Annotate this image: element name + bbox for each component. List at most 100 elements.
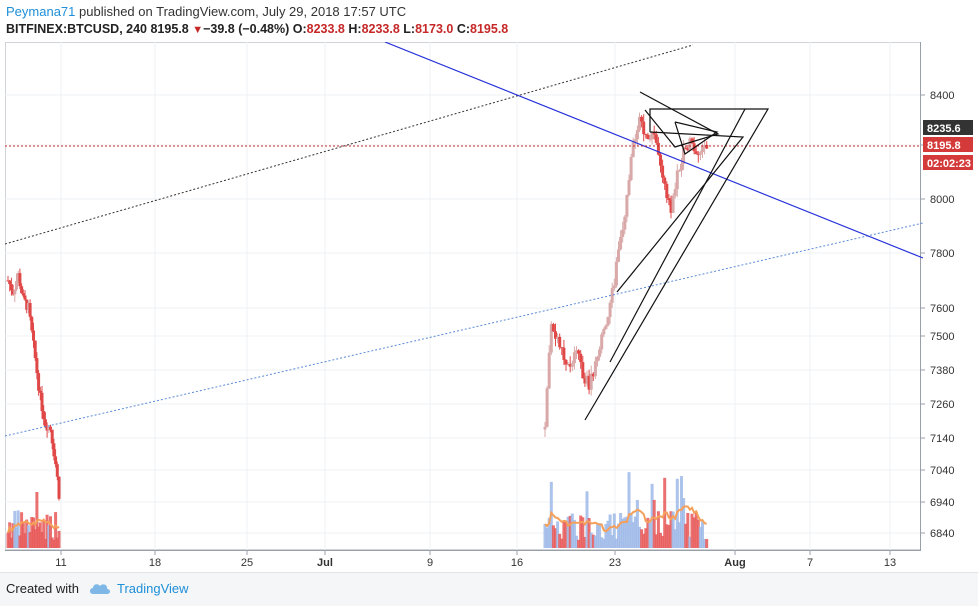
candle-body <box>9 284 13 291</box>
volume-bar <box>638 526 641 548</box>
volume-bar <box>9 537 13 548</box>
time-tick-label: 25 <box>241 557 253 569</box>
volume-bar <box>698 526 702 548</box>
volume-bar <box>49 516 52 548</box>
candle-body <box>705 145 709 149</box>
candle-body <box>591 373 595 377</box>
volume-bar <box>591 534 595 548</box>
candle-body <box>667 198 671 201</box>
candle-body <box>54 456 58 465</box>
price-tick-label: 7600 <box>930 303 954 315</box>
volume-bar <box>629 513 633 548</box>
volume-bar <box>669 511 673 548</box>
volume-bar <box>558 533 562 548</box>
candle-body <box>703 145 707 147</box>
volume-bar <box>654 534 658 548</box>
plot-area <box>5 42 921 550</box>
author-link[interactable]: Peymana71 <box>6 4 76 19</box>
price-label-box <box>923 137 973 152</box>
candle-body <box>627 180 631 195</box>
volume-bar <box>587 518 591 548</box>
candle-body <box>45 426 49 431</box>
candle-body <box>585 375 589 384</box>
volume-bar <box>579 515 583 548</box>
candle-body <box>30 316 34 331</box>
volume-bar <box>703 538 707 548</box>
candle-body <box>617 249 620 262</box>
candle-body <box>684 147 688 149</box>
volume-bar <box>42 520 46 548</box>
volume-bar <box>551 525 555 548</box>
volume-bar <box>646 517 650 548</box>
volume-bar <box>37 526 41 548</box>
tradingview-brand-link[interactable]: TradingView <box>117 581 189 596</box>
candle-body <box>43 419 47 427</box>
candle-body <box>698 152 702 155</box>
ohlc-line: BITFINEX:BTCUSD, 240 8195.8 ▼−39.8 (−0.4… <box>6 22 508 36</box>
volume-bar <box>32 517 35 548</box>
candle-body <box>15 281 18 290</box>
volume-bar <box>680 476 683 548</box>
volume-bar <box>577 539 581 548</box>
candle-body <box>554 331 557 339</box>
candle-body <box>23 295 27 300</box>
volume-bar <box>583 536 587 548</box>
price-tick-label: 7380 <box>930 365 954 377</box>
candle-body <box>690 138 694 144</box>
candle-body <box>661 165 665 178</box>
volume-bar <box>55 537 59 548</box>
high-label: H: <box>348 22 362 36</box>
candle-body <box>57 476 61 499</box>
time-tick-label: 23 <box>609 557 621 569</box>
volume-bar <box>13 510 17 548</box>
candle-body <box>42 411 46 420</box>
volume-bar <box>596 523 599 548</box>
candle-body <box>570 363 574 367</box>
candle-body <box>696 154 700 156</box>
volume-bar <box>667 525 671 548</box>
price-tick-label: 6940 <box>930 497 954 509</box>
volume-bar <box>701 521 704 548</box>
volume-bar <box>671 511 675 548</box>
candle-body <box>680 163 683 171</box>
triangle-inner-1 <box>639 91 720 148</box>
price-label-text: 8235.6 <box>927 123 961 135</box>
volume-bar <box>50 537 54 548</box>
candle-body <box>543 426 547 430</box>
candle-body <box>583 378 587 384</box>
volume-bar <box>43 538 47 548</box>
volume-bar <box>562 520 566 548</box>
time-axis-ticks: 11 18 25 Jul 9 16 23 Aug 7 13 <box>55 550 896 569</box>
volume-bar <box>640 529 644 548</box>
chart-frame[interactable]: 8400820080007800760075007380726071407040… <box>4 41 975 572</box>
candle-body <box>677 170 681 172</box>
volume-bar <box>568 515 572 548</box>
candle-body <box>654 134 658 143</box>
volume-bar <box>625 516 629 548</box>
candle-body <box>26 302 30 310</box>
volume-bar <box>15 527 18 548</box>
volume-bar <box>581 517 585 548</box>
candle-body <box>663 177 667 184</box>
tradingview-cloud-icon <box>88 581 112 600</box>
price-tick-label: 8000 <box>930 194 954 206</box>
candle-body <box>614 261 618 286</box>
candle-body <box>671 195 675 213</box>
candle-body <box>596 356 599 362</box>
candle-body <box>619 236 623 250</box>
candle-body <box>673 189 677 196</box>
volume-bar <box>47 525 51 548</box>
candle-body <box>682 147 686 164</box>
volume-bar <box>644 528 648 548</box>
volume-bar <box>554 528 557 548</box>
price-chart[interactable]: 8400820080007800760075007380726071407040… <box>4 41 975 572</box>
candle-body <box>32 330 35 341</box>
dotted-trend-line <box>4 44 694 245</box>
price-label-text: 02:02:23 <box>927 158 971 170</box>
candle-body <box>629 157 633 181</box>
candle-body <box>18 273 22 287</box>
volume-bar <box>621 518 625 548</box>
price-tick-label: 8400 <box>930 90 954 102</box>
volume-bar <box>16 510 20 548</box>
volume-ma-line <box>7 518 60 533</box>
